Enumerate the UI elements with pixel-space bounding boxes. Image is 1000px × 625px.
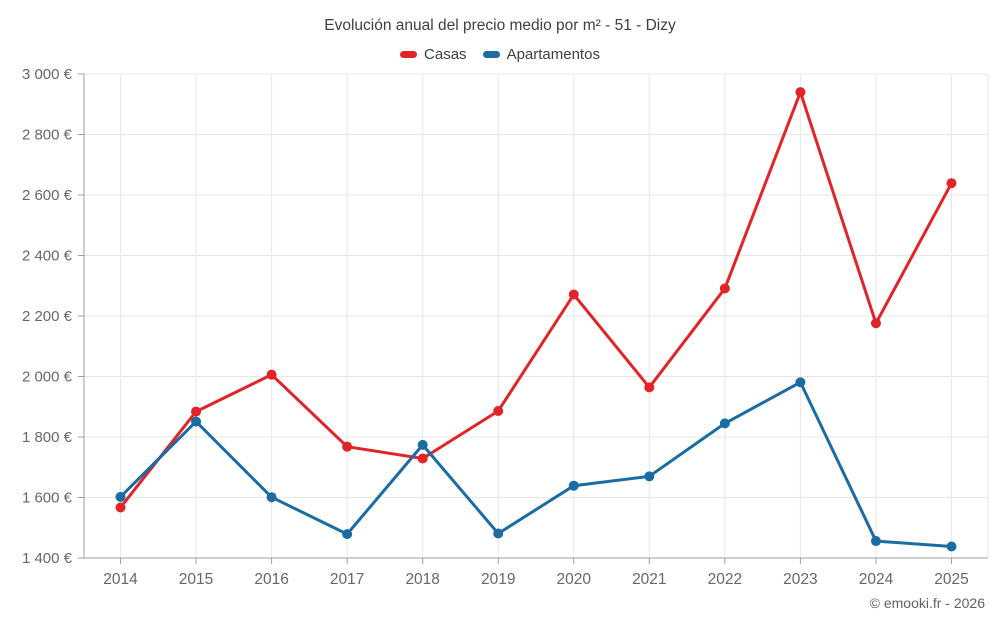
y-axis-tick-label: 1 600 € (22, 490, 73, 507)
legend-label-apartamentos: Apartamentos (506, 46, 600, 63)
series-line-casas (119, 90, 953, 509)
data-point-casas-2020[interactable] (568, 289, 579, 300)
data-point-apartamentos-2014[interactable] (115, 491, 126, 502)
x-axis-tick-label: 2025 (934, 571, 968, 588)
data-point-casas-2015[interactable] (191, 406, 202, 417)
data-point-casas-2016[interactable] (266, 369, 277, 380)
data-point-apartamentos-2025[interactable] (946, 541, 957, 552)
x-axis-tick-label: 2019 (481, 571, 515, 588)
data-point-casas-2014[interactable] (115, 502, 126, 513)
y-axis-tick-label: 3 000 € (22, 66, 73, 83)
data-point-apartamentos-2024[interactable] (870, 536, 881, 547)
y-axis-tick-label: 2 200 € (22, 308, 73, 325)
data-point-casas-2022[interactable] (719, 283, 730, 294)
x-axis-tick-label: 2017 (330, 571, 364, 588)
data-point-apartamentos-2016[interactable] (266, 492, 277, 503)
x-axis-tick-label: 2022 (708, 571, 742, 588)
data-point-casas-2023[interactable] (795, 87, 806, 98)
y-axis-tick-label: 2 400 € (22, 248, 73, 265)
x-axis-tick-label: 2023 (783, 571, 817, 588)
x-axis-tick-label: 2024 (859, 571, 894, 588)
chart-legend: Casas Apartamentos (0, 46, 1000, 63)
data-point-casas-2019[interactable] (493, 405, 504, 416)
x-axis-tick-label: 2014 (103, 571, 138, 588)
series-line-apartamentos (119, 380, 953, 549)
chart-title: Evolución anual del precio medio por m² … (324, 17, 676, 34)
x-axis-tick-label: 2016 (254, 571, 288, 588)
y-axis-tick-label: 1 400 € (22, 550, 73, 567)
data-point-apartamentos-2021[interactable] (644, 471, 655, 482)
x-axis-tick-label: 2021 (632, 571, 666, 588)
data-point-casas-2018[interactable] (417, 453, 428, 464)
attribution: © emooki.fr - 2026 (869, 595, 985, 611)
data-point-casas-2017[interactable] (342, 441, 353, 452)
data-point-apartamentos-2022[interactable] (719, 418, 730, 429)
legend-item-apartamentos[interactable]: Apartamentos (482, 46, 600, 63)
data-point-casas-2021[interactable] (644, 382, 655, 393)
apartamentos-series-swatch-icon (482, 51, 500, 58)
casas-series-swatch-icon (400, 51, 418, 58)
x-axis-tick-label: 2015 (179, 571, 213, 588)
data-point-casas-2025[interactable] (946, 178, 957, 189)
x-axis-tick-label: 2020 (557, 571, 592, 588)
y-axis-tick-label: 2 800 € (22, 127, 73, 144)
data-point-apartamentos-2017[interactable] (342, 529, 353, 540)
data-point-casas-2024[interactable] (870, 318, 881, 329)
x-axis-tick-label: 2018 (405, 571, 439, 588)
data-point-apartamentos-2020[interactable] (568, 480, 579, 491)
y-axis-tick-label: 2 600 € (22, 187, 73, 204)
legend-label-casas: Casas (424, 46, 467, 63)
data-point-apartamentos-2023[interactable] (795, 377, 806, 388)
data-point-apartamentos-2015[interactable] (191, 416, 202, 427)
data-point-apartamentos-2018[interactable] (417, 439, 428, 450)
y-axis-tick-label: 1 800 € (22, 429, 73, 446)
legend-item-casas[interactable]: Casas (400, 46, 467, 63)
y-axis-tick-label: 2 000 € (22, 369, 73, 386)
data-point-apartamentos-2019[interactable] (493, 528, 504, 539)
